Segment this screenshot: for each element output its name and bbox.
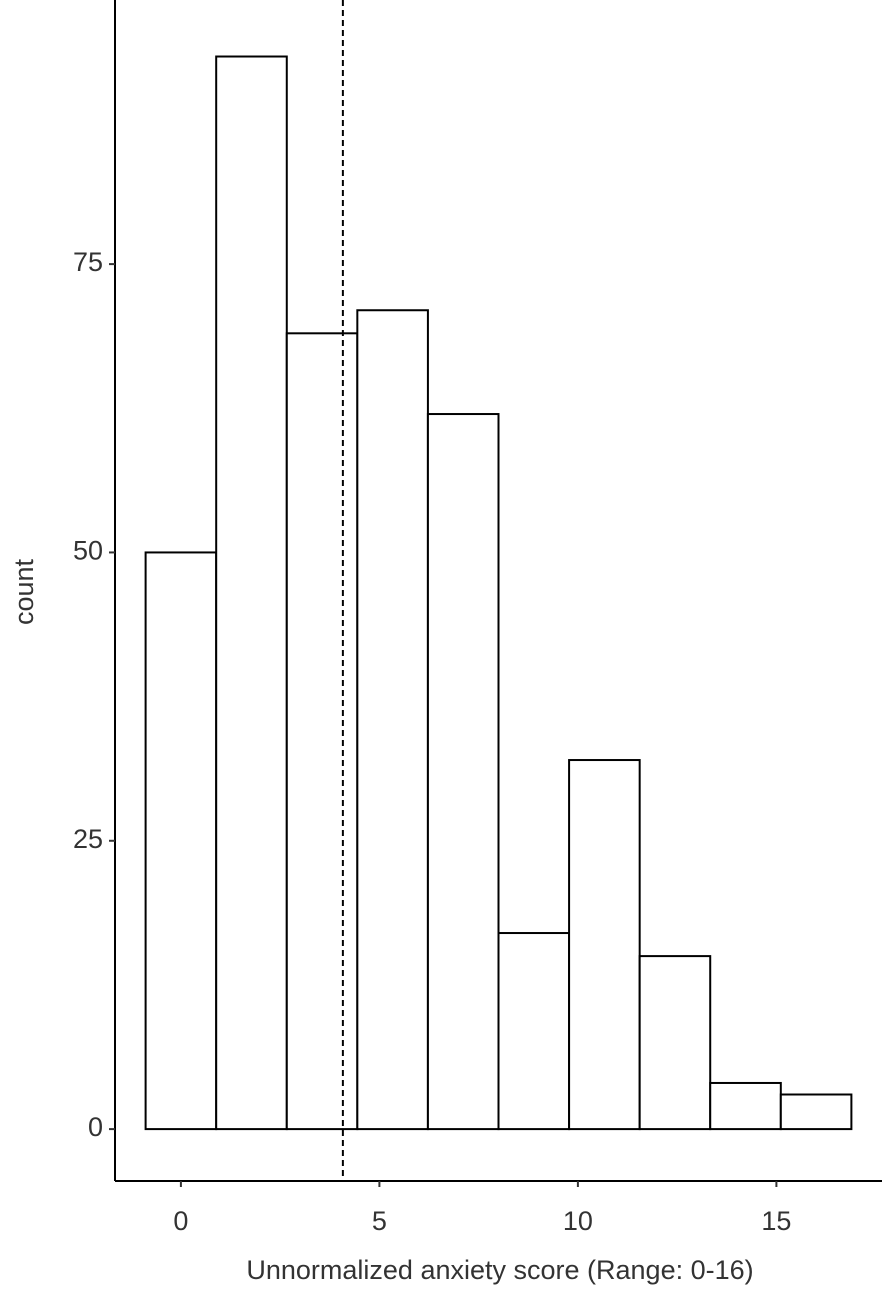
x-axis-label: Unnormalized anxiety score (Range: 0-16)	[246, 1255, 753, 1285]
x-tick-label: 10	[563, 1206, 593, 1236]
y-tick-label: 50	[73, 536, 103, 566]
y-axis-label: count	[9, 558, 39, 625]
bar	[568, 759, 641, 1131]
bar	[215, 55, 288, 1131]
x-tick-label: 15	[761, 1206, 791, 1236]
y-tick-label: 25	[73, 824, 103, 854]
x-tick-label: 5	[372, 1206, 387, 1236]
x-tick-label: 0	[173, 1206, 188, 1236]
bar	[356, 309, 429, 1131]
bar	[285, 332, 359, 1131]
bar	[709, 1081, 782, 1131]
bar	[779, 1093, 853, 1131]
bar	[144, 551, 218, 1131]
bar	[497, 932, 571, 1131]
y-tick-label: 0	[88, 1112, 103, 1142]
bar	[426, 413, 500, 1131]
y-tick-label: 75	[73, 247, 103, 277]
bar	[638, 955, 712, 1131]
